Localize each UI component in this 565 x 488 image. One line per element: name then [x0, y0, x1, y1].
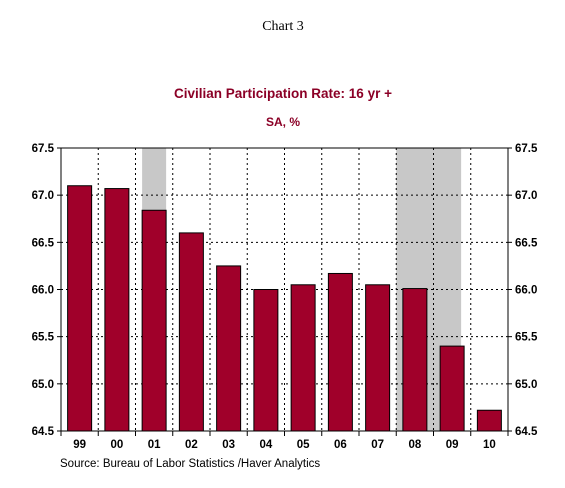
y-tick-label-right: 64.5	[515, 426, 538, 438]
y-tick-label-right: 67.0	[515, 190, 537, 202]
x-tick-label-00: 00	[110, 439, 123, 451]
y-tick-label-left: 65.0	[32, 379, 54, 391]
bar-04	[253, 289, 279, 432]
x-tick-label-05: 05	[297, 439, 310, 451]
y-tick-label-left: 66.5	[32, 237, 55, 249]
y-tick-label-right: 65.5	[515, 332, 538, 344]
y-tick-label-left: 66.0	[32, 285, 54, 297]
chart-title: Civilian Participation Rate: 16 yr +	[174, 86, 392, 101]
y-tick-label-left: 64.5	[32, 426, 55, 438]
bar-03	[216, 265, 242, 432]
y-tick-label-right: 66.5	[515, 237, 538, 249]
y-tick-label-right: 66.0	[515, 285, 537, 297]
x-tick-label-09: 09	[446, 439, 459, 451]
gridlines	[61, 147, 508, 432]
chart-subtitle: SA, %	[266, 115, 300, 129]
x-tick-label-10: 10	[483, 439, 496, 451]
y-tick-label-right: 67.5	[515, 143, 538, 155]
x-tick-label-99: 99	[73, 439, 86, 451]
bar-08	[402, 288, 428, 432]
bars	[67, 185, 502, 432]
bar-06	[327, 272, 353, 432]
y-tick-label-left: 67.5	[32, 143, 55, 155]
x-tick-label-03: 03	[222, 439, 235, 451]
x-tick-label-02: 02	[185, 439, 198, 451]
x-tick-label-07: 07	[371, 439, 384, 451]
x-tick-label-01: 01	[148, 439, 161, 451]
bar-09	[439, 345, 465, 432]
bar-02	[178, 232, 204, 432]
x-tick-label-06: 06	[334, 439, 347, 451]
x-axis: 99 00 01 02 03 04 05 06 07 08 09 10	[60, 431, 509, 451]
bar-00	[104, 188, 130, 432]
chart-header: Chart 3	[262, 19, 304, 34]
x-tick-label-08: 08	[408, 439, 421, 451]
bar-10	[476, 409, 502, 432]
bar-05	[290, 284, 316, 432]
y-tick-label-left: 65.5	[32, 332, 55, 344]
y-axis-right: 64.5 65.0 65.5 66.0 66.5 67.0 67.5	[508, 143, 538, 438]
source-note: Source: Bureau of Labor Statistics /Have…	[60, 458, 320, 470]
x-tick-label-04: 04	[259, 439, 272, 451]
y-axis-left: 64.5 65.0 65.5 66.0 66.5 67.0 67.5	[32, 143, 61, 438]
y-tick-label-right: 65.0	[515, 379, 537, 391]
bar-01	[141, 209, 167, 432]
bar-07	[365, 284, 391, 432]
bar-99	[67, 185, 93, 432]
y-tick-label-left: 67.0	[32, 190, 54, 202]
